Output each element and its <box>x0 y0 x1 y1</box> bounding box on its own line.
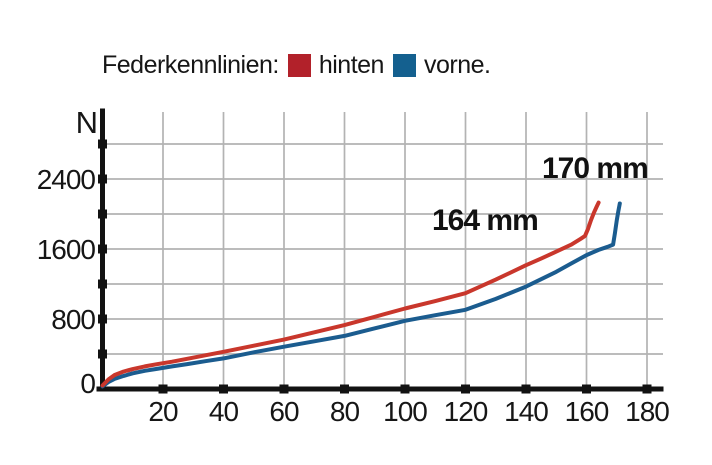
y-tick-label: 800 <box>51 304 95 335</box>
x-tick-label: 160 <box>565 396 609 427</box>
x-tick-mark <box>521 384 531 394</box>
y-tick-mark <box>98 244 107 254</box>
legend-label-hinten: hinten <box>318 51 385 79</box>
curve-hinten <box>100 200 601 388</box>
x-tick-label: 40 <box>209 396 239 427</box>
curve-vorne <box>100 201 622 389</box>
x-tick-mark <box>340 384 349 394</box>
annotation-hinten-max-travel: 164 mm <box>432 204 539 237</box>
x-tick-mark <box>642 384 652 394</box>
x-tick-mark <box>279 384 289 394</box>
annotation-vorne-max-travel: 170 mm <box>542 152 649 185</box>
x-tick-label: 20 <box>148 396 178 427</box>
y-tick-mark <box>98 209 107 219</box>
x-tick-mark <box>400 384 410 394</box>
x-tick-label: 80 <box>330 396 360 427</box>
x-tick-label: 180 <box>625 396 669 427</box>
x-tick-label: 140 <box>504 396 548 427</box>
y-tick-label: 1600 <box>37 234 96 265</box>
y-tick-mark <box>98 314 107 324</box>
y-tick-mark <box>98 174 107 184</box>
x-tick-mark <box>582 384 591 394</box>
y-tick-label: 2400 <box>37 164 96 195</box>
chart-legend: Federkennlinien: hinten vorne. <box>102 51 491 80</box>
legend-swatch-hinten-icon <box>287 54 311 77</box>
y-tick-mark <box>98 139 107 149</box>
x-tick-label: 120 <box>444 396 488 427</box>
x-tick-mark <box>219 384 228 394</box>
y-axis-unit-label: N <box>76 105 97 140</box>
legend-item-vorne: vorne. <box>392 51 491 80</box>
legend-title: Federkennlinien: <box>102 51 279 79</box>
x-tick-mark <box>158 384 168 394</box>
y-tick-label: 0 <box>80 368 95 399</box>
x-tick-label: 100 <box>383 396 427 427</box>
legend-item-hinten: hinten <box>287 51 385 80</box>
x-tick-label: 60 <box>269 396 299 427</box>
y-tick-mark <box>98 279 107 289</box>
y-tick-mark <box>98 349 107 359</box>
legend-swatch-vorne-icon <box>392 54 416 77</box>
x-tick-mark <box>461 384 470 394</box>
legend-label-vorne: vorne. <box>423 51 491 79</box>
